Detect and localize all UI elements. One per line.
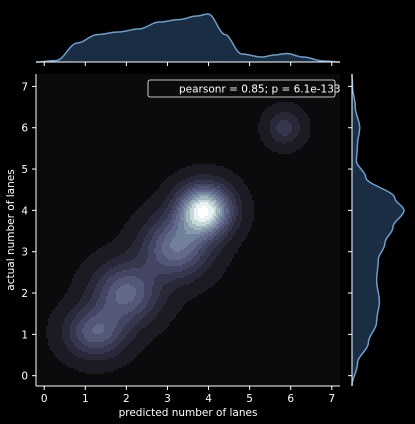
y-tick-label: 4 xyxy=(21,205,28,217)
y-tick-label: 2 xyxy=(21,288,28,300)
x-tick-label: 0 xyxy=(41,393,48,405)
y-tick-label: 7 xyxy=(21,81,28,93)
x-axis-label: predicted number of lanes xyxy=(119,407,258,419)
x-tick-label: 1 xyxy=(82,393,89,405)
marginal-x-kde xyxy=(36,14,340,62)
marginal-y-fill xyxy=(352,74,404,386)
y-tick-label: 0 xyxy=(21,371,28,383)
x-tick-label: 2 xyxy=(123,393,130,405)
annotation-text: pearsonr = 0.85; p = 6.1e-133 xyxy=(179,84,341,96)
x-tick-label: 5 xyxy=(246,393,253,405)
y-tick-label: 5 xyxy=(21,164,28,176)
y-axis-label: actual number of lanes xyxy=(5,169,17,290)
y-tick-label: 1 xyxy=(21,329,28,341)
x-tick-label: 6 xyxy=(287,393,294,405)
x-tick-label: 3 xyxy=(164,393,171,405)
x-tick-label: 4 xyxy=(205,393,212,405)
y-tick-label: 3 xyxy=(21,247,28,259)
x-tick-label: 7 xyxy=(328,393,335,405)
marginal-y-kde xyxy=(352,74,404,386)
y-tick-label: 6 xyxy=(21,123,28,135)
